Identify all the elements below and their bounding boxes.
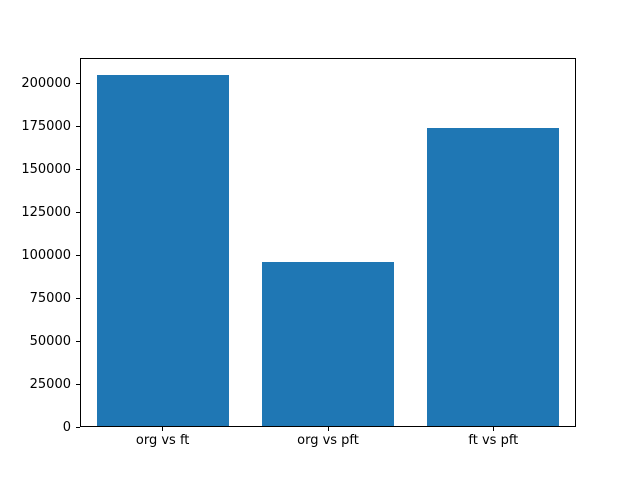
y-tick-label: 50000 xyxy=(29,333,71,349)
y-tick-label: 150000 xyxy=(21,161,71,177)
y-tick-mark xyxy=(76,383,80,385)
x-tick-mark xyxy=(162,427,164,431)
y-tick-label: 125000 xyxy=(21,204,71,220)
y-tick-mark xyxy=(76,297,80,299)
y-tick-label: 175000 xyxy=(21,118,71,134)
y-tick-label: 75000 xyxy=(29,290,71,306)
y-tick-mark xyxy=(76,125,80,127)
y-tick-label: 25000 xyxy=(29,376,71,392)
y-tick-mark xyxy=(76,168,80,170)
x-tick-mark xyxy=(327,427,329,431)
x-tick-label: org vs pft xyxy=(297,433,359,448)
bar-ft-vs-pft xyxy=(427,128,560,426)
plot-area xyxy=(80,58,576,427)
bar-org-vs-ft xyxy=(96,74,229,426)
y-tick-mark xyxy=(76,340,80,342)
x-tick-label: org vs ft xyxy=(135,433,190,448)
y-tick-label: 0 xyxy=(62,419,71,435)
bar-org-vs-pft xyxy=(261,261,395,426)
y-tick-mark xyxy=(76,211,80,213)
y-tick-label: 200000 xyxy=(21,75,71,91)
y-tick-mark xyxy=(76,82,80,84)
y-tick-mark xyxy=(76,254,80,256)
x-tick-label: ft vs pft xyxy=(468,433,519,448)
y-tick-mark xyxy=(76,426,80,428)
x-tick-mark xyxy=(492,427,494,431)
y-tick-label: 100000 xyxy=(21,247,71,263)
